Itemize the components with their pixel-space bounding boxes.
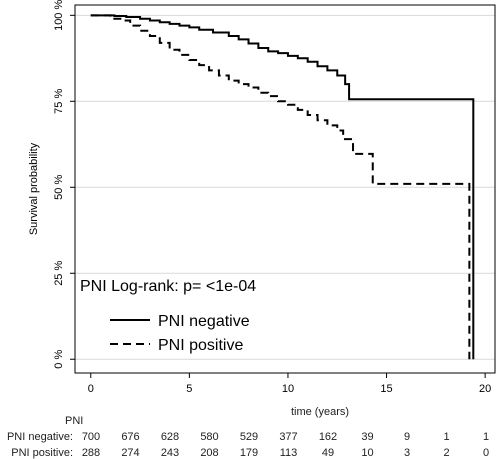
risk-row-label: PNI positive:: [11, 447, 73, 459]
x-tick-label: 0: [88, 383, 94, 395]
risk-cell: 628: [160, 431, 180, 443]
plot-frame: [74, 4, 496, 374]
y-axis-label: Survival probability: [28, 142, 40, 235]
risk-cell: 39: [361, 431, 374, 443]
risk-cell: 288: [81, 447, 101, 459]
series-line-1: [90, 14, 475, 360]
risk-cell: 9: [403, 431, 411, 443]
risk-row-label: PNI negative:: [6, 431, 73, 443]
risk-table-title: PNI: [65, 415, 84, 427]
series-line-2: [90, 14, 471, 360]
risk-cell: 10: [361, 447, 374, 459]
risk-cell: 700: [81, 431, 101, 443]
risk-cell: 243: [160, 447, 180, 459]
risk-cell: 377: [279, 431, 298, 443]
risk-cell: 208: [200, 447, 219, 459]
y-tick-label: 0 %: [53, 350, 65, 369]
y-tick-label: 50 %: [53, 175, 65, 200]
y-tick-label: 100 %: [53, 0, 65, 31]
x-tick-label: 15: [380, 383, 392, 395]
risk-cell: 580: [200, 431, 219, 443]
x-tick-label: 5: [186, 383, 192, 395]
risk-cell: 529: [239, 431, 259, 443]
risk-cell: 3: [403, 447, 411, 459]
logrank-annotation: PNI Log-rank: p= <1e-04: [80, 278, 256, 295]
risk-cell: 49: [321, 447, 335, 459]
legend-label-2: PNI positive: [158, 337, 243, 354]
risk-cell: 676: [121, 431, 140, 443]
risk-cell: 1: [443, 431, 450, 443]
risk-cell: 1: [482, 431, 490, 443]
x-axis-label: time (years): [290, 406, 350, 418]
x-tick-label: 10: [282, 383, 294, 395]
risk-cell: 162: [318, 431, 338, 443]
risk-cell: 274: [121, 447, 140, 459]
risk-cell: 2: [443, 447, 450, 459]
risk-cell: 113: [279, 447, 298, 459]
y-tick-label: 75 %: [53, 89, 65, 114]
y-tick-label: 25 %: [53, 261, 65, 286]
x-tick-label: 20: [479, 383, 491, 395]
legend-label-1: PNI negative: [158, 313, 250, 330]
risk-cell: 179: [239, 447, 259, 459]
risk-cell: 0: [482, 447, 490, 459]
